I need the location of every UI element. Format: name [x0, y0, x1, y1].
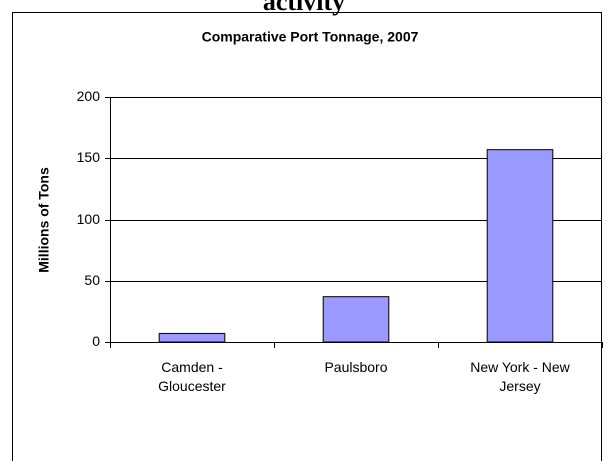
y-tick-label: 200 [77, 88, 101, 104]
bar [158, 332, 226, 343]
y-tick-label: 150 [77, 149, 101, 165]
caption: activity [263, 0, 345, 16]
chart-frame [12, 12, 602, 461]
y-axis-label: Millions of Tons [36, 167, 52, 273]
chart-title: Comparative Port Tonnage, 2007 [202, 29, 419, 45]
y-tick-label: 0 [92, 333, 100, 349]
x-tick-label: Camden - Gloucester [158, 359, 226, 394]
y-tick-label: 100 [77, 211, 101, 227]
bar [486, 149, 554, 343]
x-tick-label: New York - New Jersey [470, 359, 570, 394]
bar [322, 296, 390, 343]
x-tick-label: Paulsboro [324, 359, 388, 375]
y-tick-label: 50 [84, 272, 100, 288]
